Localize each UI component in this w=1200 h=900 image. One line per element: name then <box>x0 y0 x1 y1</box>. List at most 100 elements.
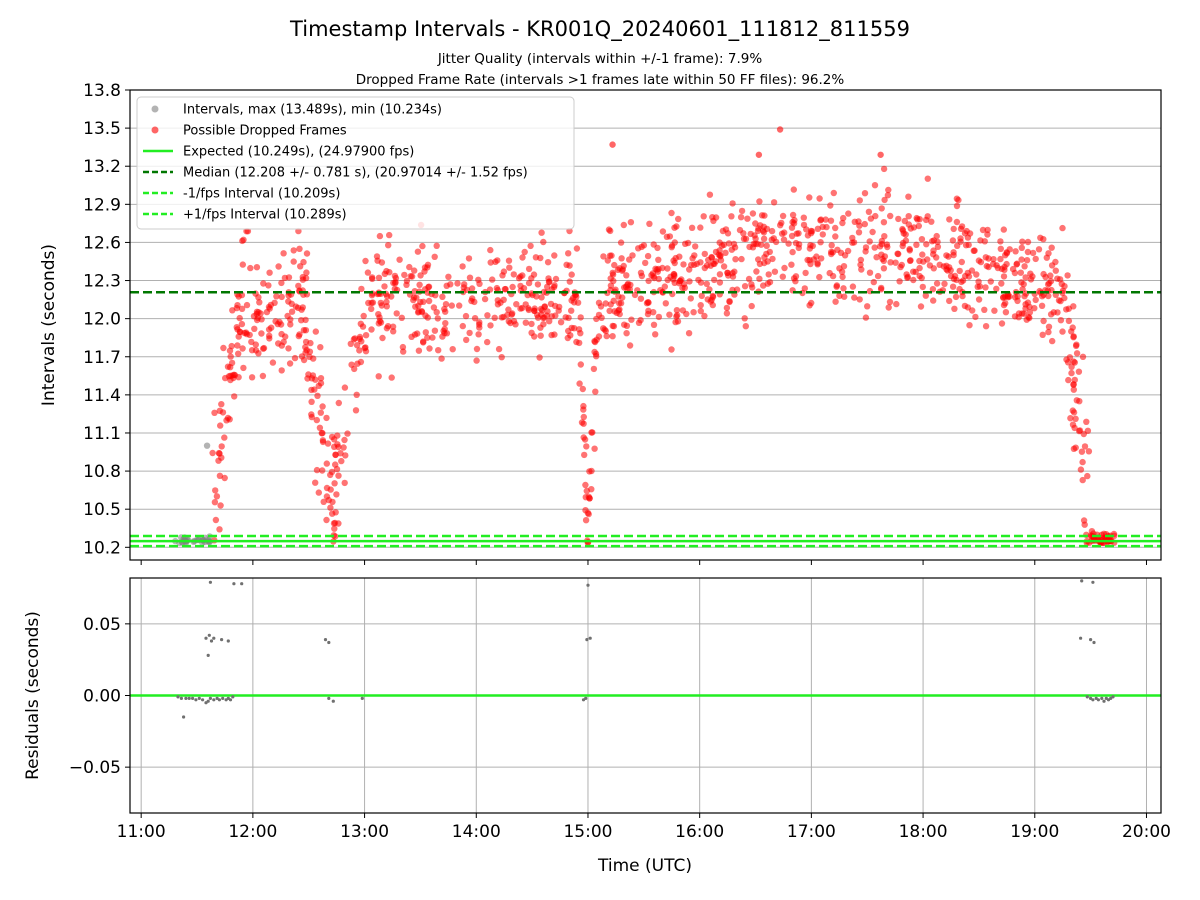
dropped-frame-point <box>331 436 338 443</box>
dropped-frame-point <box>884 243 891 251</box>
residual-point <box>217 698 221 702</box>
dropped-frame-point <box>476 321 483 328</box>
dropped-frame-point <box>567 332 574 339</box>
dropped-frame-point <box>1081 521 1088 528</box>
dropped-frame-point <box>975 257 983 264</box>
dropped-frame-point <box>790 186 797 193</box>
residual-point <box>1079 636 1083 640</box>
dropped-frame-point <box>998 280 1005 287</box>
dropped-frame-point <box>1084 472 1091 480</box>
dropped-frame-point <box>637 295 645 302</box>
dropped-frame-point <box>327 486 334 493</box>
dropped-frame-point <box>1019 238 1026 245</box>
dropped-frame-point <box>683 310 690 318</box>
dropped-frame-point <box>398 314 405 321</box>
dropped-frame-point <box>515 275 523 282</box>
dropped-frame-point <box>269 359 277 366</box>
dropped-frame-point <box>234 326 241 333</box>
dropped-frame-point <box>1022 274 1029 281</box>
dropped-frame-point <box>706 191 714 198</box>
dropped-frame-point <box>623 322 631 329</box>
y-tick-label: 13.8 <box>83 81 121 101</box>
dropped-frame-point <box>530 271 538 278</box>
dropped-frame-point <box>1081 443 1089 450</box>
dropped-frame-point <box>505 257 513 264</box>
dropped-frame-point <box>308 398 315 405</box>
dropped-frame-point <box>614 266 622 273</box>
dropped-frame-point <box>840 214 847 222</box>
dropped-frame-point <box>768 227 776 235</box>
dropped-frame-point <box>324 440 332 447</box>
dropped-frame-point <box>568 271 575 278</box>
dropped-frame-point <box>792 239 800 247</box>
x-tick-label: 11:00 <box>117 822 166 842</box>
dropped-frame-point <box>595 333 603 340</box>
dropped-frame-point <box>461 281 468 288</box>
dropped-frame-point <box>332 451 339 459</box>
dropped-frame-point <box>1024 238 1032 246</box>
dropped-frame-point <box>1021 263 1028 270</box>
dropped-frame-point <box>471 315 479 322</box>
dropped-frame-point <box>906 245 913 253</box>
residual-point <box>584 696 588 701</box>
dropped-frame-point <box>833 282 841 289</box>
dropped-frame-point <box>829 272 837 280</box>
residual-point <box>585 638 589 642</box>
dropped-frame-point <box>317 375 325 382</box>
dropped-frame-point <box>278 293 285 301</box>
residual-point <box>208 696 212 701</box>
dropped-frame-point <box>703 280 710 288</box>
dropped-frame-point <box>697 224 704 231</box>
dropped-frame-point <box>468 285 476 292</box>
dropped-frame-point <box>550 283 558 291</box>
dropped-frame-point <box>966 322 973 329</box>
dropped-frame-point <box>661 283 668 290</box>
dropped-frame-point <box>673 223 680 230</box>
dropped-frame-point <box>581 436 589 443</box>
dropped-frame-point <box>949 283 957 290</box>
dropped-frame-point <box>741 283 749 290</box>
dropped-frame-point <box>299 273 306 281</box>
dropped-frame-point <box>216 472 224 479</box>
dropped-frame-point <box>260 345 267 352</box>
dropped-frame-point <box>902 237 910 244</box>
dropped-frame-point <box>429 334 436 341</box>
dropped-frame-point <box>359 323 367 330</box>
dropped-frame-point <box>546 278 553 285</box>
dropped-frame-point <box>414 248 422 255</box>
dropped-frame-point <box>776 126 784 133</box>
dropped-frame-point <box>1035 246 1043 253</box>
dropped-frame-point <box>731 268 738 275</box>
dropped-frame-point <box>319 467 326 474</box>
dropped-frame-point <box>1059 224 1066 232</box>
dropped-frame-point <box>303 269 310 276</box>
dropped-frame-point <box>955 196 962 204</box>
dropped-frame-point <box>1038 302 1046 309</box>
dropped-frame-point <box>579 385 586 393</box>
dropped-frame-point <box>302 316 309 324</box>
dropped-frame-point <box>300 356 308 364</box>
dropped-frame-point <box>998 320 1006 327</box>
dropped-frame-point <box>376 232 384 240</box>
dropped-frame-point <box>922 292 929 299</box>
dropped-frame-point <box>688 224 696 231</box>
dropped-frame-point <box>1000 273 1008 280</box>
dropped-frame-point <box>212 487 219 494</box>
dropped-frame-point <box>302 327 310 334</box>
dropped-frame-point <box>839 273 846 281</box>
dropped-frame-point <box>593 353 600 360</box>
dropped-frame-point <box>916 257 923 265</box>
dropped-frame-point <box>362 332 370 339</box>
dropped-frame-point <box>466 274 474 281</box>
dropped-frame-point <box>916 264 923 272</box>
dropped-frame-point <box>327 504 334 511</box>
dropped-frame-point <box>958 223 966 230</box>
dropped-frame-point <box>675 215 682 223</box>
y-axis-label: Residuals (seconds) <box>23 611 43 780</box>
dropped-frame-point <box>414 330 421 337</box>
dropped-frame-point <box>498 354 505 361</box>
plot-frame <box>129 577 1162 814</box>
dropped-frame-point <box>278 279 285 287</box>
dropped-frame-point <box>814 261 821 268</box>
dropped-frame-point <box>389 323 397 330</box>
